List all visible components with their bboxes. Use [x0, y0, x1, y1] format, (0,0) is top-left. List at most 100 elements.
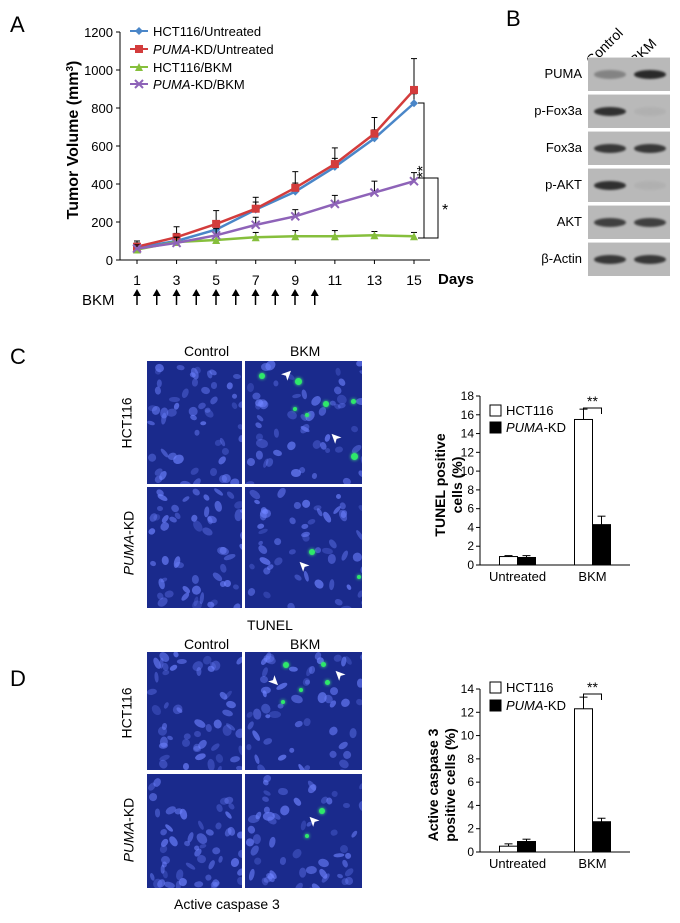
bar — [592, 821, 611, 853]
significance-bracket — [583, 407, 602, 414]
x-tick-label: Untreated — [489, 569, 546, 584]
col-label-control: Control — [184, 343, 230, 359]
x-tick-label: BKM — [578, 856, 606, 871]
y-tick-label: 2 — [467, 539, 474, 553]
micrograph-hct116-control — [147, 652, 242, 770]
legend-item: HCT116/BKM — [153, 60, 232, 75]
dosing-arrow-icon — [291, 289, 299, 305]
data-point — [410, 85, 418, 94]
col-label-control: Control — [184, 636, 230, 652]
dosing-arrow-icon — [172, 289, 181, 305]
y-axis-label: positive cells (%) — [442, 728, 458, 842]
micrograph-hct116-control — [147, 361, 242, 484]
y-tick-label: 6 — [467, 775, 474, 789]
dosing-arrow-icon — [310, 289, 319, 305]
panel-label-a: A — [10, 12, 25, 37]
blot-band — [594, 144, 626, 153]
bar — [499, 845, 518, 853]
y-tick-label: 8 — [467, 752, 474, 766]
blot-row-label: p-Fox3a — [534, 103, 582, 118]
y-tick-label: 0 — [106, 253, 113, 268]
bar — [517, 556, 536, 566]
blot-band — [634, 70, 666, 79]
data-point — [291, 232, 300, 241]
x-tick-label: BKM — [578, 569, 606, 584]
dosing-arrow-icon — [271, 289, 280, 305]
blot-row-label: AKT — [556, 214, 582, 229]
y-axis-label: Active caspase 3 — [425, 728, 441, 841]
blot-band — [634, 255, 666, 264]
data-point — [132, 243, 142, 254]
series-line — [136, 102, 415, 249]
legend-item: HCT116 — [506, 680, 553, 695]
significance-star-inner: * — [442, 202, 448, 219]
y-tick-label: 8 — [467, 483, 474, 497]
significance-star-outer: ** — [415, 166, 432, 178]
micrograph-hct116-bkm: ➤ ➤ — [245, 652, 362, 770]
panel-label-c: C — [10, 344, 26, 369]
panel-label-d: D — [10, 666, 26, 691]
y-tick-label: 600 — [91, 139, 113, 154]
blot-row-label: Fox3a — [545, 140, 582, 155]
micrograph-puma-kd-control — [147, 774, 242, 888]
significance-star: ** — [587, 393, 598, 409]
legend-item: PUMA-KD/BKM — [153, 77, 245, 92]
x-tick-label: 1 — [133, 272, 141, 288]
y-axis-label: TUNEL positive — [432, 433, 448, 536]
dosing-arrow-icon — [231, 289, 240, 305]
blot-band — [634, 107, 666, 116]
y-tick-label: 0 — [467, 845, 474, 859]
dosing-arrow-icon — [212, 289, 220, 305]
y-tick-label: 1200 — [84, 25, 113, 40]
row-label-hct116: HCT116 — [118, 687, 135, 739]
legend-item: HCT116 — [506, 403, 553, 418]
data-point — [251, 204, 260, 213]
x-tick-label: Untreated — [489, 856, 546, 871]
row-label-hct116: HCT116 — [118, 397, 135, 449]
data-point — [251, 220, 261, 230]
y-tick-label: 14 — [461, 427, 475, 441]
series-line — [136, 89, 415, 248]
bar — [499, 556, 518, 566]
blot-row — [588, 94, 670, 128]
data-point — [369, 187, 380, 198]
micrograph-puma-kd-bkm: ➤ — [245, 774, 362, 888]
x-axis-label: Days — [438, 271, 474, 288]
x-tick-label: 5 — [212, 272, 220, 288]
panel-label-b: B — [506, 6, 521, 31]
y-tick-label: 4 — [467, 798, 474, 812]
y-tick-label: 800 — [91, 101, 113, 116]
y-tick-label: 4 — [467, 520, 474, 534]
x-tick-label: 9 — [291, 272, 299, 288]
y-tick-label: 16 — [461, 408, 475, 422]
line-series — [132, 172, 419, 254]
y-tick-label: 10 — [461, 729, 475, 743]
caption-tunel: TUNEL — [247, 617, 293, 633]
micrograph-puma-kd-control — [147, 487, 242, 608]
legend-item: PUMA-KD/Untreated — [153, 42, 274, 57]
chart-legend: HCT116/Untreated PUMA-KD/Untreated HCT11… — [130, 24, 274, 92]
y-tick-label: 12 — [461, 445, 475, 459]
bar — [574, 708, 593, 853]
significance-bracket-inner — [418, 177, 439, 239]
col-label-bkm: BKM — [290, 343, 321, 359]
blot-row-label: β-Actin — [541, 251, 582, 266]
blot-band — [634, 218, 666, 227]
blot-row-label: PUMA — [544, 66, 582, 81]
micrograph-puma-kd-bkm: ➤ — [245, 487, 362, 608]
dosing-arrow-icon — [152, 289, 161, 305]
row-label-puma-kd: PUMA-KD — [120, 797, 137, 863]
y-tick-label: 1000 — [84, 63, 113, 78]
y-tick-label: 14 — [461, 682, 475, 696]
data-point — [251, 233, 260, 242]
y-tick-label: 0 — [467, 558, 474, 572]
bar-legend: HCT116 PUMA-KD — [489, 680, 566, 713]
series-line — [136, 179, 415, 250]
x-tick-label: 7 — [252, 272, 260, 288]
data-point — [330, 199, 340, 209]
blot-row-label: p-AKT — [545, 177, 582, 192]
blot-band — [634, 144, 666, 153]
data-point — [290, 211, 300, 222]
y-tick-label: 6 — [467, 502, 474, 516]
blot-band — [594, 70, 626, 79]
